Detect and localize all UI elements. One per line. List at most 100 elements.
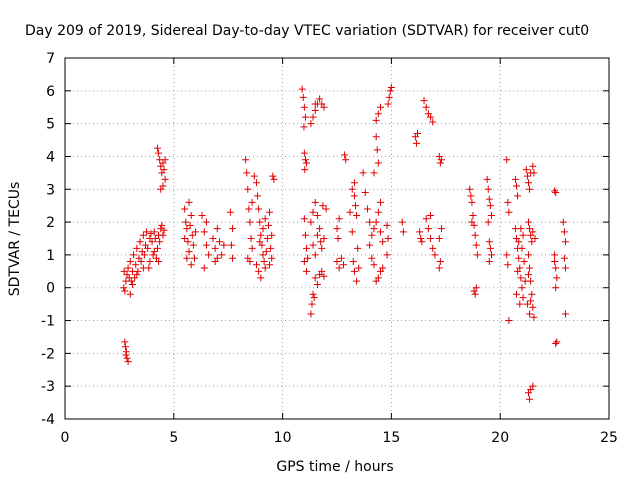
data-point [372, 133, 380, 141]
data-point [333, 225, 341, 233]
data-point [348, 228, 356, 236]
data-point [526, 225, 534, 233]
data-point [226, 208, 234, 216]
data-point [257, 274, 265, 282]
data-point [342, 156, 350, 164]
data-point [416, 228, 424, 236]
data-point [505, 317, 513, 325]
data-point [429, 244, 437, 252]
data-point [243, 169, 251, 177]
data-point [121, 338, 129, 346]
data-point [200, 228, 208, 236]
data-point [316, 225, 324, 233]
data-point [335, 215, 343, 223]
data-point [348, 185, 356, 193]
data-point [213, 225, 221, 233]
data-point [198, 212, 206, 220]
data-point [247, 235, 255, 242]
x-tick-label: 25 [600, 430, 618, 446]
grid-lines [65, 58, 609, 419]
data-point [374, 208, 382, 216]
data-point [264, 221, 272, 229]
data-point [384, 235, 392, 242]
data-point [300, 149, 308, 157]
data-point [503, 156, 511, 164]
data-point [334, 235, 342, 242]
data-point [254, 192, 262, 200]
data-point [121, 287, 129, 295]
data-point [304, 254, 312, 262]
data-point [139, 264, 147, 272]
data-point [374, 110, 382, 118]
data-point [147, 230, 155, 238]
data-point [120, 284, 128, 292]
data-point [300, 215, 308, 223]
data-point [524, 251, 532, 259]
data-point [157, 185, 165, 193]
data-point [259, 251, 267, 259]
data-point [346, 208, 354, 216]
data-point [307, 120, 315, 128]
data-point [354, 244, 362, 252]
data-point [473, 251, 481, 259]
x-tick-label: 0 [61, 430, 70, 446]
y-tick-labels: -4 -3 -2 -1 0 1 2 3 4 5 6 7 [41, 51, 55, 428]
data-point [516, 300, 524, 308]
y-tick-label: -4 [41, 412, 55, 428]
data-point [469, 212, 477, 220]
data-point [435, 235, 443, 242]
data-point [133, 244, 141, 252]
data-point [466, 185, 474, 193]
data-point [561, 238, 569, 246]
data-point [137, 257, 145, 265]
y-tick-label: 2 [46, 215, 55, 231]
data-point [422, 215, 430, 223]
data-point [504, 261, 512, 269]
data-point [200, 264, 208, 272]
data-point [504, 198, 512, 206]
y-tick-label: 7 [46, 51, 55, 67]
data-point [140, 251, 148, 259]
data-point [437, 225, 445, 233]
data-point [144, 244, 152, 252]
data-point [185, 248, 193, 256]
data-point [553, 274, 561, 282]
y-tick-label: 1 [46, 248, 55, 264]
data-point [551, 257, 559, 265]
y-tick-label: -3 [41, 379, 55, 395]
data-point [335, 264, 343, 272]
data-point [431, 251, 439, 259]
data-point [341, 151, 349, 159]
data-point [160, 226, 168, 234]
data-point [412, 139, 420, 147]
y-tick-label: -2 [41, 346, 55, 362]
data-point [153, 144, 161, 152]
data-point [124, 358, 132, 366]
data-point [311, 198, 319, 206]
data-point [189, 241, 197, 249]
data-point [155, 257, 163, 265]
data-point [229, 254, 237, 262]
data-point [124, 264, 132, 272]
data-point [527, 297, 535, 305]
data-point [130, 251, 138, 259]
x-tick-label: 15 [382, 430, 400, 446]
data-point [139, 231, 147, 239]
data-point [487, 212, 495, 220]
data-point [248, 198, 256, 206]
data-point [148, 238, 156, 246]
data-point [184, 238, 192, 246]
data-point [485, 238, 493, 246]
data-point [318, 267, 326, 275]
data-point [552, 284, 560, 292]
data-point [427, 113, 435, 121]
data-point [418, 238, 426, 246]
data-point [244, 185, 252, 193]
data-point [386, 87, 394, 95]
data-point [427, 212, 435, 220]
data-point [530, 169, 538, 177]
data-point [299, 93, 307, 101]
y-axis-label: SDTVAR / TECUs [7, 182, 23, 297]
data-point [151, 235, 159, 242]
data-point [528, 290, 536, 298]
